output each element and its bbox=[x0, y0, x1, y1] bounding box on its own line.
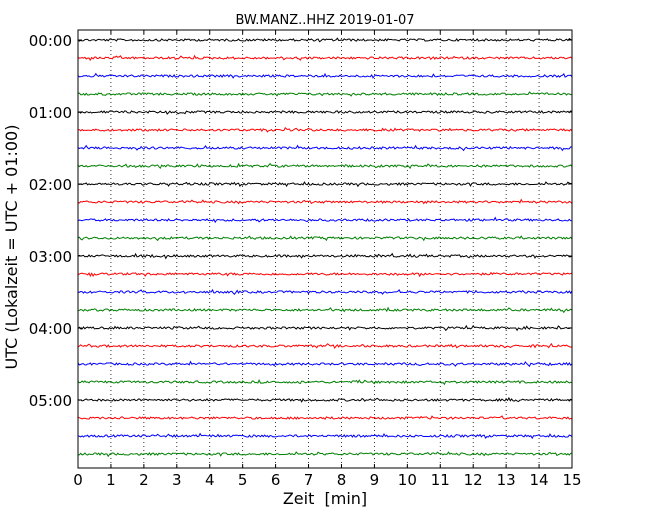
seismic-trace bbox=[77, 379, 573, 386]
seismic-trace bbox=[77, 144, 573, 152]
plot-frame bbox=[77, 29, 573, 469]
x-tick-label: 11 bbox=[431, 471, 450, 489]
seismic-trace bbox=[77, 451, 573, 458]
seismic-trace bbox=[77, 91, 573, 97]
x-tick-label: 5 bbox=[238, 471, 248, 489]
x-tick-label: 1 bbox=[106, 471, 116, 489]
y-tick-label: 04:00 bbox=[29, 320, 72, 338]
seismic-trace bbox=[77, 181, 573, 188]
seismic-traces bbox=[77, 37, 573, 458]
seismic-trace bbox=[77, 235, 573, 242]
seismic-trace bbox=[77, 252, 573, 260]
seismic-trace bbox=[77, 360, 573, 368]
x-tick-label: 4 bbox=[205, 471, 215, 489]
seismic-trace bbox=[77, 306, 573, 314]
seismic-trace bbox=[77, 432, 573, 440]
seismic-trace bbox=[77, 288, 573, 295]
x-axis-label: Zeit [min] bbox=[283, 489, 367, 508]
seismic-trace bbox=[77, 342, 573, 349]
x-tick-label: 0 bbox=[73, 471, 83, 489]
seismic-trace bbox=[77, 110, 573, 115]
seismic-trace bbox=[77, 126, 573, 133]
y-tick-label: 03:00 bbox=[29, 248, 72, 266]
seismic-trace bbox=[77, 37, 573, 43]
seismic-trace bbox=[77, 54, 573, 61]
seismic-trace bbox=[77, 198, 573, 205]
x-tick-label: 13 bbox=[497, 471, 516, 489]
x-tick-label: 3 bbox=[172, 471, 182, 489]
y-axis-label: UTC (Lokalzeit = UTC + 01:00) bbox=[2, 125, 21, 370]
seismic-trace bbox=[77, 72, 573, 79]
seismic-trace bbox=[77, 324, 573, 332]
seismic-trace bbox=[77, 415, 573, 421]
x-tick-label: 9 bbox=[370, 471, 380, 489]
grid-lines bbox=[110, 30, 540, 468]
y-tick-label: 02:00 bbox=[29, 176, 72, 194]
x-tick-label: 15 bbox=[562, 471, 581, 489]
seismic-trace bbox=[77, 162, 573, 170]
seismic-trace bbox=[77, 271, 573, 278]
seismic-trace bbox=[77, 216, 573, 224]
seismic-trace bbox=[77, 396, 573, 403]
x-tick-label: 10 bbox=[398, 471, 417, 489]
x-tick-label: 6 bbox=[271, 471, 281, 489]
x-axis-ticks: 0 1 2 3 4 5 6 7 8 9 10 11 12 13 14 15 bbox=[73, 30, 582, 489]
x-tick-label: 12 bbox=[464, 471, 483, 489]
x-tick-label: 8 bbox=[337, 471, 347, 489]
x-tick-label: 2 bbox=[139, 471, 149, 489]
y-tick-label: 01:00 bbox=[29, 104, 72, 122]
x-tick-label: 7 bbox=[304, 471, 314, 489]
y-axis-ticks: 00:00 01:00 02:00 03:00 04:00 05:00 bbox=[29, 32, 572, 410]
chart-title: BW.MANZ..HHZ 2019-01-07 bbox=[235, 13, 414, 28]
x-tick-label: 14 bbox=[530, 471, 549, 489]
y-tick-label: 05:00 bbox=[29, 392, 72, 410]
y-tick-label: 00:00 bbox=[29, 32, 72, 50]
